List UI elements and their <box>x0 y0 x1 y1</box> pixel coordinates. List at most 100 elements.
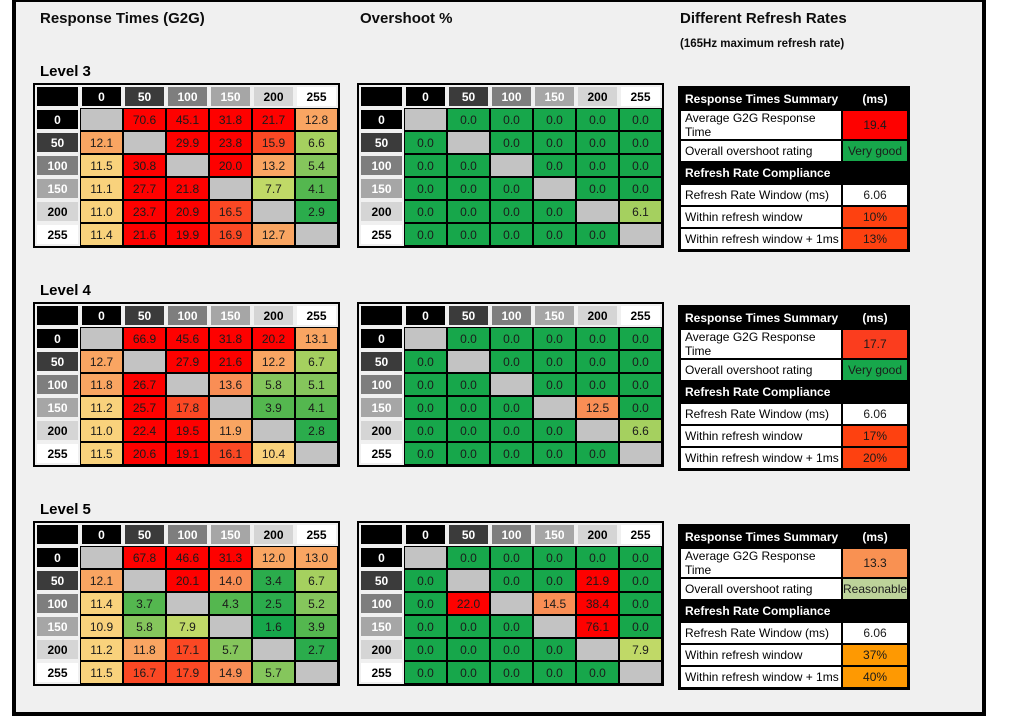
level-label: Level 4 <box>40 282 91 299</box>
heatmap-cell: 30.8 <box>123 154 166 177</box>
summary-row-value: 13% <box>842 228 908 250</box>
heatmap-corner-cell <box>359 85 404 108</box>
heatmap-cell: 27.7 <box>123 177 166 200</box>
heatmap-cell: 17.9 <box>166 661 209 684</box>
diagonal-cell <box>490 154 533 177</box>
row-header-255: 255 <box>359 661 404 684</box>
heatmap-cell: 12.1 <box>80 131 123 154</box>
heatmap-cell: 0.0 <box>490 200 533 223</box>
heatmap-cell: 10.9 <box>80 615 123 638</box>
diagonal-cell <box>490 592 533 615</box>
column-header-100: 100 <box>166 304 209 327</box>
heatmap-row: 255 0.0 0.0 0.0 0.0 0.0 <box>359 223 662 246</box>
heatmap-cell: 11.5 <box>80 661 123 684</box>
heatmap-cell: 0.0 <box>576 131 619 154</box>
heatmap-cell: 5.2 <box>295 592 338 615</box>
column-header-100: 100 <box>166 523 209 546</box>
heatmap-cell: 0.0 <box>490 638 533 661</box>
heatmap-cell: 0.0 <box>533 442 576 465</box>
heatmap-cell: 21.7 <box>252 108 295 131</box>
heatmap-cell: 0.0 <box>447 200 490 223</box>
heatmap-cell: 0.0 <box>447 327 490 350</box>
summary-row: Within refresh window 17% <box>680 425 908 447</box>
column-header-0: 0 <box>80 85 123 108</box>
heatmap-cell: 0.0 <box>533 200 576 223</box>
column-header-100: 100 <box>490 523 533 546</box>
diagonal-cell <box>533 396 576 419</box>
heatmap-cell: 0.0 <box>576 373 619 396</box>
diagonal-cell <box>295 223 338 246</box>
summary-header-row: Response Times Summary (ms) <box>680 88 908 110</box>
heatmap-cell: 0.0 <box>404 200 447 223</box>
heatmap-cell: 21.6 <box>209 350 252 373</box>
summary-row-label: Within refresh window <box>680 206 842 228</box>
summary-row: Overall overshoot rating Reasonable <box>680 578 909 600</box>
heatmap-cell: 0.0 <box>404 638 447 661</box>
heatmap-cell: 13.2 <box>252 154 295 177</box>
summary-row: Within refresh window 10% <box>680 206 908 228</box>
heatmap-cell: 10.4 <box>252 442 295 465</box>
heatmap-cell: 3.9 <box>295 615 338 638</box>
row-header-255: 255 <box>35 223 80 246</box>
overshoot-table-header-row: 0 50 100 150 200 255 <box>359 85 662 108</box>
heatmap-cell: 0.0 <box>490 442 533 465</box>
heatmap-cell: 0.0 <box>447 177 490 200</box>
heatmap-cell: 5.7 <box>209 638 252 661</box>
heatmap-cell: 11.5 <box>80 154 123 177</box>
diagonal-cell <box>533 177 576 200</box>
row-header-200: 200 <box>359 200 404 223</box>
heatmap-row: 200 0.0 0.0 0.0 0.0 6.1 <box>359 200 662 223</box>
heatmap-cell: 12.2 <box>252 350 295 373</box>
row-header-50: 50 <box>35 569 80 592</box>
heatmap-cell: 0.0 <box>576 154 619 177</box>
heatmap-cell: 16.1 <box>209 442 252 465</box>
heatmap-cell: 20.0 <box>209 154 252 177</box>
heatmap-cell: 66.9 <box>123 327 166 350</box>
heatmap-cell: 0.0 <box>404 223 447 246</box>
heatmap-cell: 5.8 <box>252 373 295 396</box>
diagonal-cell <box>295 661 338 684</box>
heatmap-cell: 0.0 <box>576 223 619 246</box>
heatmap-cell: 0.0 <box>619 108 662 131</box>
heatmap-cell: 0.0 <box>404 592 447 615</box>
heatmap-cell: 0.0 <box>447 108 490 131</box>
heatmap-cell: 11.0 <box>80 200 123 223</box>
diagonal-cell <box>80 546 123 569</box>
heatmap-corner-cell <box>35 523 80 546</box>
column-header-0: 0 <box>404 85 447 108</box>
diagonal-cell <box>123 131 166 154</box>
heatmap-cell: 20.9 <box>166 200 209 223</box>
summary-row: Within refresh window + 1ms 40% <box>680 666 909 688</box>
heatmap-cell: 31.8 <box>209 327 252 350</box>
summary-row: Within refresh window + 1ms 20% <box>680 447 908 469</box>
summary-header-unit: (ms) <box>842 88 908 110</box>
summary-row-value: 37% <box>842 644 909 666</box>
row-header-100: 100 <box>359 373 404 396</box>
heatmap-cell: 6.6 <box>295 131 338 154</box>
heatmap-cell: 0.0 <box>447 615 490 638</box>
summary-row-value: 17% <box>842 425 908 447</box>
report-panel: Response Times (G2G) Overshoot % Differe… <box>12 0 986 716</box>
heatmap-cell: 2.8 <box>295 419 338 442</box>
refresh-rates-subtitle: (165Hz maximum refresh rate) <box>680 38 845 50</box>
heatmap-cell: 5.4 <box>295 154 338 177</box>
column-header-50: 50 <box>123 523 166 546</box>
diagonal-cell <box>166 592 209 615</box>
heatmap-row: 200 0.0 0.0 0.0 0.0 7.9 <box>359 638 662 661</box>
heatmap-row: 0 0.0 0.0 0.0 0.0 0.0 <box>359 108 662 131</box>
diagonal-cell <box>80 327 123 350</box>
heatmap-cell: 0.0 <box>404 396 447 419</box>
heatmap-cell: 4.1 <box>295 396 338 419</box>
summary-header-row: Response Times Summary (ms) <box>680 307 908 329</box>
row-header-100: 100 <box>359 154 404 177</box>
summary-header-row: Response Times Summary (ms) <box>680 526 909 548</box>
heatmap-cell: 0.0 <box>533 546 576 569</box>
heatmap-cell: 6.6 <box>619 419 662 442</box>
heatmap-cell: 0.0 <box>490 223 533 246</box>
diagonal-cell <box>123 569 166 592</box>
summary-row-label: Refresh Rate Window (ms) <box>680 403 842 425</box>
response-times-table-wrap: 0 50 100 150 200 255 0 70.6 45.1 31.8 21.7 12.8 50 12… <box>33 83 340 248</box>
diagonal-cell <box>490 373 533 396</box>
summary-row-label: Overall overshoot rating <box>680 359 842 381</box>
